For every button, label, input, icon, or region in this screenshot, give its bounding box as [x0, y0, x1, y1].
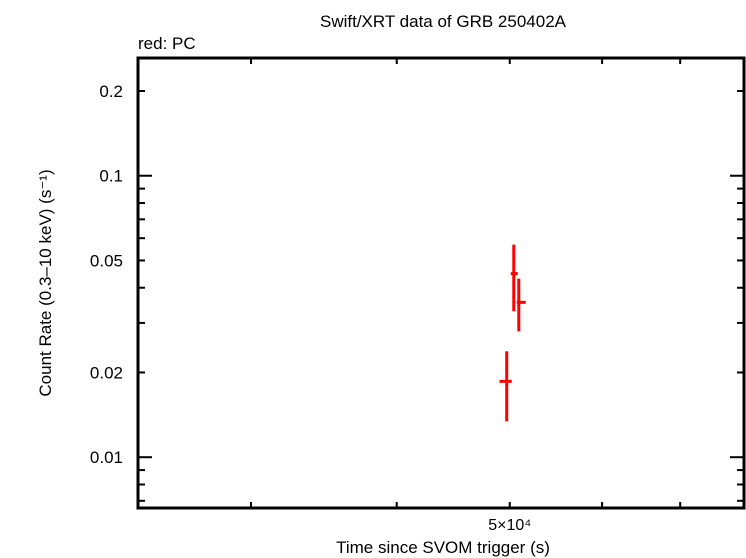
x-axis-label: Time since SVOM trigger (s) [336, 538, 550, 557]
chart-title: Swift/XRT data of GRB 250402A [320, 12, 567, 31]
y-tick-labels: 0.2 0.1 0.05 0.02 0.01 [90, 82, 123, 467]
data-series-pc [499, 244, 526, 422]
y-tick-label: 0.01 [90, 448, 123, 467]
plot-frame [136, 56, 746, 510]
x-tick-labels: 5×10⁴ [488, 517, 531, 534]
data-point [510, 244, 518, 312]
y-tick-label: 0.1 [99, 167, 123, 186]
y-axis-label: Count Rate (0.3–10 keV) (s⁻¹) [36, 169, 55, 396]
y-tick-label: 0.05 [90, 251, 123, 270]
data-point [499, 351, 512, 422]
y-tick-label: 0.2 [99, 82, 123, 101]
axis-ticks [138, 58, 744, 508]
y-tick-label: 0.02 [90, 363, 123, 382]
data-point [516, 278, 526, 332]
x-tick-label: 5×10⁴ [488, 517, 531, 534]
chart-subtitle: red: PC [138, 34, 196, 53]
